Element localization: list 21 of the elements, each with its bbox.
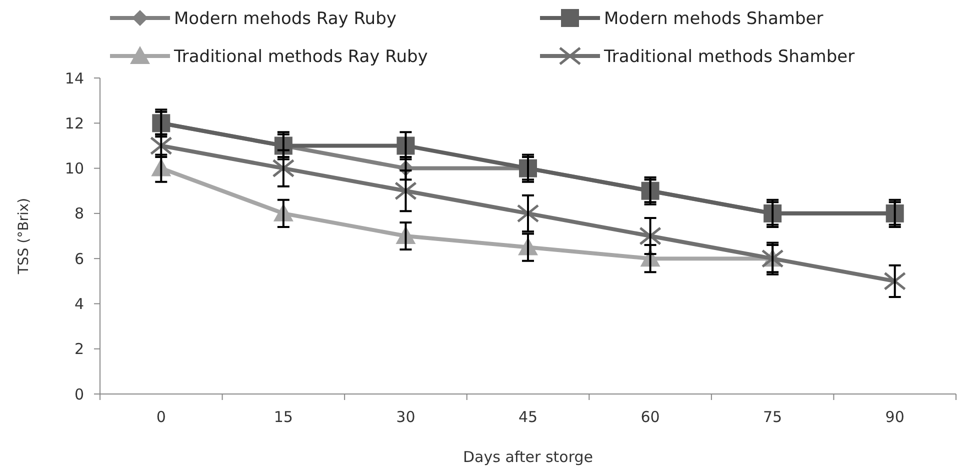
y-tick-label: 0 [74,385,84,404]
y-tick-label: 12 [64,114,84,132]
y-tick-label: 6 [74,250,84,268]
y-tick-label: 2 [74,340,84,358]
y-axis-title: TSS (°Brix) [16,198,32,276]
y-tick-label: 8 [74,204,84,223]
x-axis-title: Days after storge [463,448,593,466]
legend-label: Traditional methods Shamber [603,46,855,67]
x-tick-label: 90 [885,408,904,426]
x-tick-label: 30 [396,408,416,426]
x-tick-label: 15 [274,408,293,426]
x-tick-label: 75 [763,408,782,426]
x-tick-label: 0 [156,408,166,426]
legend-label: Modern mehods Shamber [604,8,824,29]
x-tick-label: 45 [518,408,538,426]
x-tick-label: 60 [640,408,660,426]
legend-label: Traditional methods Ray Ruby [173,46,428,67]
y-tick-label: 10 [64,160,84,178]
y-tick-label: 4 [74,294,84,313]
y-tick-label: 14 [64,69,84,88]
legend-label: Modern mehods Ray Ruby [174,8,396,29]
